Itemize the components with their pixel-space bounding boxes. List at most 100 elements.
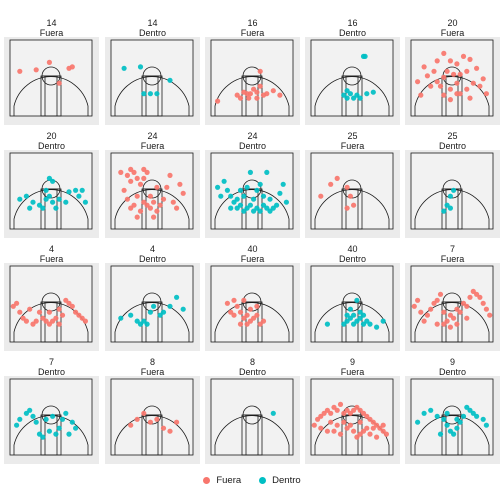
shot-point (244, 312, 250, 318)
shot-point (254, 95, 260, 101)
shot-point (147, 91, 153, 97)
shot-point (215, 98, 221, 104)
shot-point (17, 309, 23, 315)
shot-point (43, 196, 49, 202)
shot-point (257, 83, 263, 89)
shot-point (144, 321, 150, 327)
court-panel (105, 37, 200, 125)
shot-point (43, 318, 49, 324)
panel-title: 40 Fuera (205, 244, 300, 264)
court-boundary (9, 265, 93, 343)
shot-point (351, 95, 357, 101)
shot-point (53, 205, 59, 211)
shot-point (50, 199, 56, 205)
panel-title: 25 Fuera (305, 131, 400, 151)
shot-point (351, 312, 357, 318)
shot-point (483, 422, 489, 428)
panel-result-label: Dentro (37, 141, 65, 151)
panel-result-label: Fuera (140, 141, 165, 151)
panel-title: 14 Dentro (105, 18, 200, 38)
shot-point (46, 309, 53, 315)
shot-point (454, 61, 460, 67)
shot-point (124, 196, 130, 202)
shot-point (118, 315, 124, 321)
shot-point (434, 413, 440, 419)
shot-point (318, 425, 324, 431)
panel-player-label: 16 (347, 18, 358, 28)
panel-result-label: Dentro (138, 28, 166, 38)
panel-player-label: 9 (449, 357, 455, 367)
shot-point (451, 71, 457, 77)
court-boundary (9, 39, 93, 117)
shot-point (46, 59, 53, 65)
shot-point (360, 428, 367, 434)
shot-point (464, 86, 470, 92)
panel-title: 8 Dentro (205, 357, 300, 377)
panel-result-label: Fuera (340, 367, 365, 377)
shot-point (177, 181, 183, 187)
legend-fuera-swatch (203, 476, 211, 484)
panel-player-label: 8 (249, 357, 255, 367)
shot-point (141, 410, 147, 416)
shot-point (27, 205, 33, 211)
shot-point (415, 79, 421, 85)
legend-dentro-label: Dentro (272, 474, 301, 486)
panel-title: 9 Fuera (305, 357, 400, 377)
shot-point (454, 80, 460, 86)
shot-point (334, 407, 340, 413)
shot-point (341, 92, 347, 98)
shot-point (244, 184, 250, 190)
shot-point (137, 181, 144, 187)
shot-point (141, 166, 147, 172)
shot-point (17, 196, 23, 202)
shot-point (374, 324, 380, 330)
shot-point (154, 91, 160, 97)
shot-point (73, 187, 79, 193)
shot-point (174, 205, 180, 211)
shot-point (231, 297, 237, 303)
court-lines (314, 179, 390, 230)
shot-point (277, 92, 283, 98)
panel-title: 16 Fuera (205, 18, 300, 38)
panel-result-label: Fuera (140, 367, 165, 377)
shot-point (63, 410, 69, 416)
shot-point (311, 422, 317, 428)
three-point-line (114, 189, 190, 229)
shot-point (63, 199, 69, 205)
shot-point (40, 434, 46, 440)
shot-point (441, 309, 447, 315)
shot-point (351, 321, 357, 327)
shot-point (367, 431, 373, 437)
shot-point (36, 309, 43, 315)
shot-point (480, 300, 486, 306)
shot-point (73, 425, 79, 431)
panel-result-label: Dentro (338, 254, 366, 264)
shot-point (157, 202, 163, 208)
shot-point (374, 422, 380, 428)
shot-point (357, 95, 363, 101)
panel-player-label: 4 (149, 244, 155, 254)
panel-player-label: 16 (247, 18, 258, 28)
shot-point (357, 315, 363, 321)
shot-point (454, 425, 460, 431)
shot-point (341, 419, 347, 425)
shot-point (474, 413, 480, 419)
shot-point (79, 187, 85, 193)
court-lines (214, 405, 290, 456)
shot-point (337, 401, 344, 407)
shot-point (428, 407, 434, 413)
shot-point (454, 91, 460, 97)
shot-point (56, 196, 62, 202)
shot-point (30, 199, 36, 205)
shot-point (328, 181, 334, 187)
shot-point (444, 422, 450, 428)
shot-point (467, 294, 473, 300)
panel-title: 24 Dentro (205, 131, 300, 151)
shot-point (460, 413, 467, 419)
shot-point (357, 407, 363, 413)
court-boundary (310, 152, 394, 230)
shot-point (354, 404, 360, 410)
shot-point (254, 303, 260, 309)
court-panel (205, 263, 300, 351)
court-boundary (110, 265, 194, 343)
